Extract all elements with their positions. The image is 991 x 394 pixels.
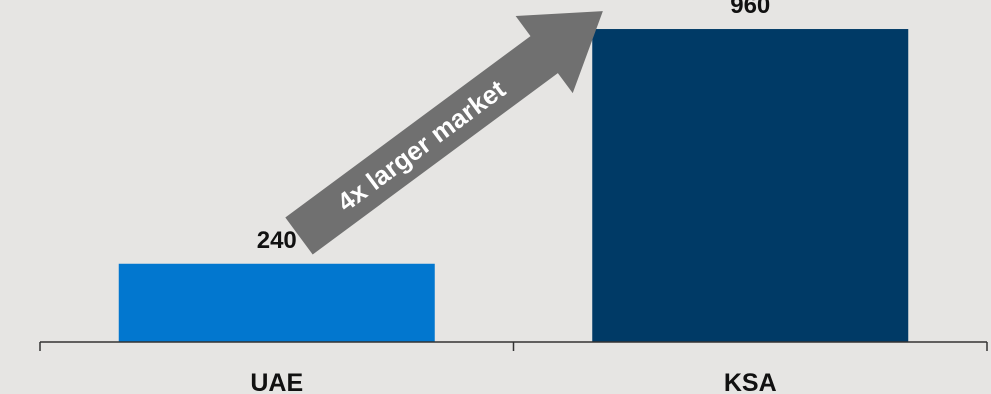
labels-layer: 240 UAE 960 KSA [250,0,776,394]
category-label-ksa: KSA [724,369,777,394]
bar-uae [118,263,435,342]
data-label-ksa: 960 [730,0,770,19]
growth-arrow-icon [285,11,603,255]
category-label-uae: UAE [250,369,303,394]
growth-annotation: 4x larger market [285,11,603,255]
bars-layer [118,29,909,342]
growth-annotation-label: 4x larger market [332,74,512,218]
data-label-uae: 240 [257,227,297,254]
bar-ksa [592,29,909,342]
x-axis-ticks [39,342,988,351]
